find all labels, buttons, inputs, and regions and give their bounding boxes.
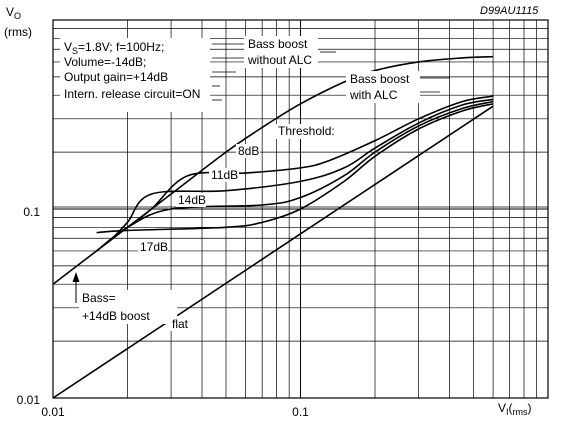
- label-background: [236, 144, 260, 158]
- series-label-without-alc-line2: without ALC: [247, 53, 312, 67]
- label-background: [276, 124, 360, 139]
- series-label-17db: 17dB: [140, 240, 168, 254]
- x-axis-label: VI(rms): [498, 401, 532, 417]
- series-label-8db: 8dB: [238, 144, 259, 158]
- series-label-without-alc-line1: Bass boost: [248, 37, 308, 51]
- series-label-11db: 11dB: [211, 168, 238, 182]
- bass-label-line1: Bass=: [82, 291, 116, 305]
- conditions-background: [60, 38, 210, 112]
- threshold-label: Threshold:: [278, 124, 335, 138]
- condition-line: Intern. release circuit=ON: [64, 87, 200, 101]
- bass-arrow: [72, 272, 80, 303]
- condition-line: VS=1.8V; f=100Hz;: [64, 40, 164, 56]
- series-line-11db: [109, 98, 494, 242]
- y-axis-unit-text: rms: [8, 25, 28, 39]
- series-label-with-alc-line1: Bass boost: [350, 72, 410, 86]
- x-axis-symbol: V: [498, 401, 506, 415]
- bass-label-line2: +14dB boost: [82, 309, 150, 323]
- condition-line: Volume=-14dB;: [64, 55, 146, 69]
- y-axis-unit: (rms): [4, 25, 32, 39]
- annotation-leaders: [212, 43, 450, 101]
- series-label-with-alc-line2: with ALC: [349, 88, 398, 102]
- label-background: [244, 36, 318, 68]
- plot-frame: [52, 19, 549, 399]
- series-line-14db: [96, 100, 494, 252]
- series-label-flat: flat: [172, 317, 189, 331]
- label-background: [138, 240, 168, 254]
- label-background: [346, 71, 420, 103]
- condition-line: Output gain=+14dB: [64, 70, 168, 84]
- y-tick-label: 0.01: [17, 393, 41, 407]
- label-background: [209, 168, 239, 182]
- x-axis-unit-text: rms: [513, 407, 528, 417]
- series-line-flat: [52, 105, 494, 399]
- y-axis-label: VO: [6, 5, 21, 21]
- label-background: [176, 193, 206, 207]
- x-axis-subscript: I: [506, 407, 509, 417]
- y-axis-subscript: O: [14, 11, 21, 21]
- y-axis-symbol: V: [6, 5, 14, 19]
- y-tick-label: 0.1: [23, 205, 40, 219]
- figure-code: D99AU1115: [480, 5, 539, 17]
- x-tick-label: 0.1: [292, 405, 309, 419]
- series-layer: [52, 55, 494, 399]
- label-background: [79, 290, 177, 324]
- x-tick-label: 0.01: [41, 405, 65, 419]
- series-label-14db: 14dB: [178, 193, 206, 207]
- series-line-17db: [96, 103, 494, 234]
- label-background: [170, 316, 192, 331]
